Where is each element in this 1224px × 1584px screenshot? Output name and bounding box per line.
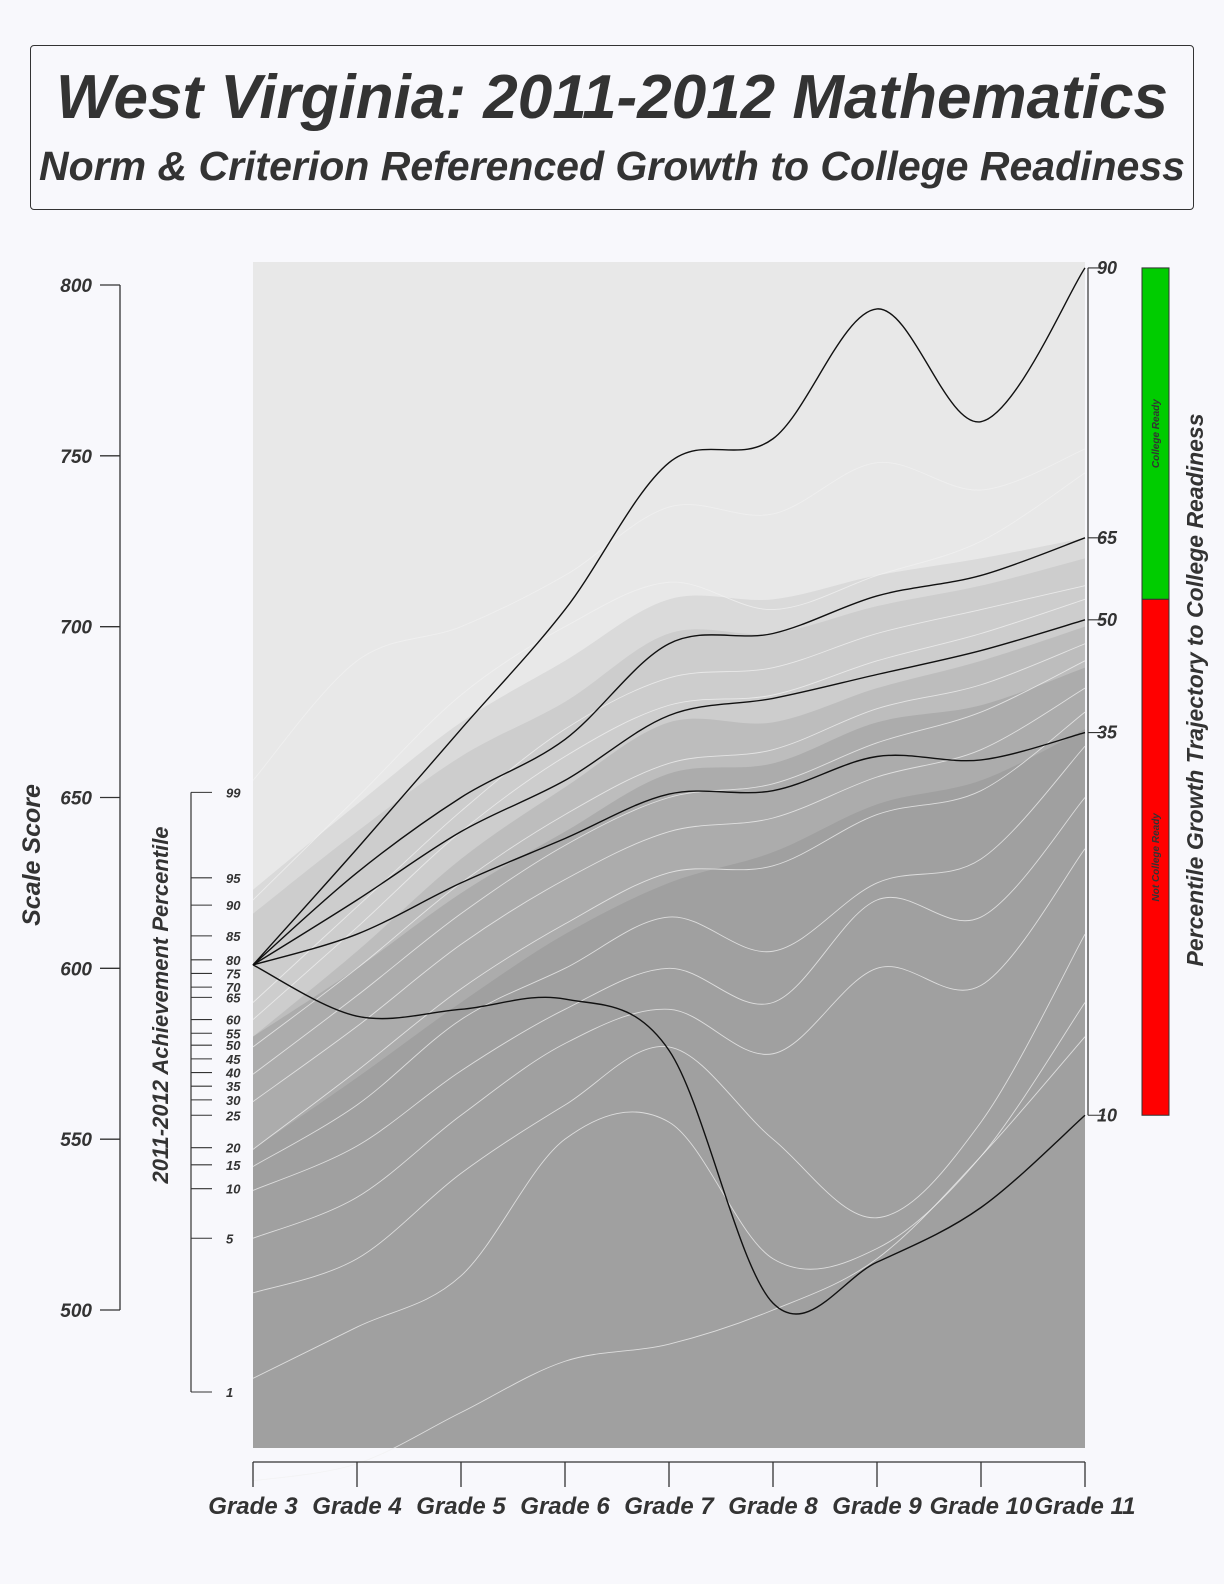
growth-tick-label: 35 bbox=[1097, 723, 1118, 743]
percentile-tick-label: 10 bbox=[226, 1182, 241, 1197]
x-tick-label: Grade 8 bbox=[728, 1493, 818, 1520]
percentile-curve bbox=[252, 598, 1086, 1020]
percentile-tick-label: 30 bbox=[226, 1093, 241, 1108]
title-box bbox=[30, 45, 1194, 210]
y-tick-label: 800 bbox=[60, 276, 92, 297]
percentile-tick-label: 35 bbox=[226, 1079, 241, 1094]
y-tick-label: 550 bbox=[60, 1130, 92, 1151]
not-college-ready-label: Not College Ready bbox=[1151, 813, 1162, 902]
percentile-tick-label: 90 bbox=[226, 898, 241, 913]
percentile-curve bbox=[252, 660, 1086, 1075]
percentile-tick-label: 70 bbox=[226, 980, 241, 995]
percentile-tick-label: 60 bbox=[226, 1013, 241, 1028]
growth-trajectory-90 bbox=[252, 267, 1086, 966]
percentile-tick-label: 50 bbox=[226, 1038, 241, 1053]
y-tick-label: 600 bbox=[60, 959, 92, 980]
percentile-tick-label: 55 bbox=[226, 1026, 241, 1041]
percentile-band-5 bbox=[253, 729, 1085, 1448]
x-tick-label: Grade 4 bbox=[312, 1493, 401, 1520]
growth-tick-label: 90 bbox=[1097, 258, 1117, 278]
percentile-curve bbox=[252, 687, 1086, 1102]
x-tick-label: Grade 5 bbox=[416, 1493, 506, 1520]
x-tick-label: Grade 9 bbox=[832, 1493, 922, 1520]
college-ready-bar bbox=[1141, 267, 1170, 600]
chart-subtitle: Norm & Criterion Referenced Growth to Co… bbox=[39, 143, 1185, 189]
chart-title: West Virginia: 2011-2012 Mathematics bbox=[56, 63, 1168, 132]
growth-trajectory-50 bbox=[252, 619, 1086, 966]
growth-axis-title: Percentile Growth Trajectory to College … bbox=[1182, 413, 1208, 966]
percentile-tick-label: 85 bbox=[226, 929, 241, 944]
y-tick-label: 750 bbox=[60, 447, 92, 468]
percentile-tick-label: 65 bbox=[226, 990, 241, 1005]
x-tick-label: Grade 10 bbox=[930, 1493, 1033, 1520]
percentile-axis-title: 2011-2012 Achievement Percentile bbox=[148, 826, 173, 1184]
percentile-tick-label: 80 bbox=[226, 953, 241, 968]
x-tick-label: Grade 6 bbox=[520, 1493, 610, 1520]
percentile-curve bbox=[252, 711, 1086, 1150]
percentile-tick-label: 99 bbox=[226, 785, 241, 800]
percentile-tick-label: 5 bbox=[226, 1231, 234, 1246]
percentile-tick-label: 75 bbox=[226, 966, 241, 981]
x-tick-label: Grade 7 bbox=[624, 1493, 715, 1520]
percentile-curve bbox=[252, 797, 1086, 1191]
percentile-curve bbox=[252, 933, 1086, 1294]
x-tick-label: Grade 3 bbox=[208, 1493, 298, 1520]
percentile-tick-label: 45 bbox=[225, 1052, 241, 1067]
growth-tick-label: 10 bbox=[1097, 1105, 1117, 1125]
percentile-curve bbox=[252, 1036, 1086, 1482]
percentile-tick-label: 25 bbox=[225, 1108, 241, 1123]
not-college-ready-bar bbox=[1141, 598, 1170, 1116]
percentile-tick-label: 20 bbox=[225, 1141, 241, 1156]
percentile-curve bbox=[252, 1002, 1086, 1379]
y-tick-label: 500 bbox=[60, 1301, 92, 1322]
y-axis-title: Scale Score bbox=[18, 784, 46, 926]
x-tick-label: Grade 11 bbox=[1035, 1493, 1136, 1520]
percentile-tick-label: 40 bbox=[225, 1066, 241, 1081]
percentile-curve bbox=[252, 643, 1086, 1048]
y-tick-label: 650 bbox=[60, 789, 92, 810]
growth-trajectory-65 bbox=[252, 537, 1086, 966]
growth-tick-label: 50 bbox=[1097, 610, 1117, 630]
percentile-curve bbox=[252, 472, 1086, 901]
percentile-tick-label: 15 bbox=[226, 1158, 241, 1173]
y-tick-label: 700 bbox=[60, 618, 92, 639]
growth-tick-label: 65 bbox=[1097, 528, 1118, 548]
percentile-tick-label: 1 bbox=[226, 1385, 233, 1400]
growth-trajectory-35 bbox=[252, 731, 1086, 966]
percentile-curve bbox=[252, 848, 1086, 1239]
growth-trajectory-10 bbox=[252, 964, 1086, 1315]
percentile-curve bbox=[252, 745, 1086, 1167]
percentile-curve bbox=[252, 448, 1086, 781]
college-ready-label: College Ready bbox=[1151, 399, 1162, 468]
percentile-tick-label: 95 bbox=[226, 871, 241, 886]
